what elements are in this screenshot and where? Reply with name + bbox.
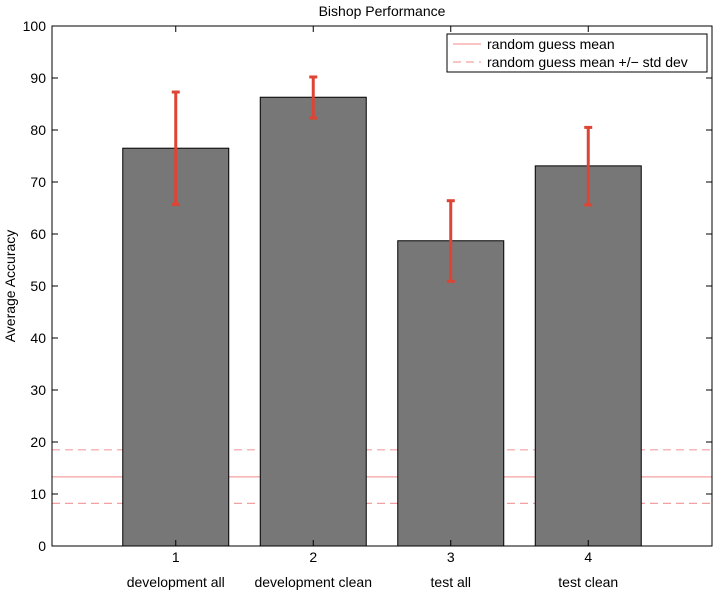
y-axis-label: Average Accuracy <box>2 230 18 343</box>
y-tick-label: 50 <box>30 278 46 294</box>
legend: random guess mean random guess mean +/− … <box>446 33 708 73</box>
y-tick-label: 10 <box>30 486 46 502</box>
y-tick-label: 20 <box>30 434 46 450</box>
legend-box <box>446 33 708 73</box>
x-tick-label: 1 <box>172 549 180 565</box>
bar <box>259 96 367 547</box>
y-tick-label: 60 <box>30 226 46 242</box>
bar <box>534 165 642 547</box>
bar <box>397 240 505 547</box>
x-tick-label: 4 <box>584 549 592 565</box>
bar <box>122 147 230 547</box>
x-tick-label: 3 <box>447 549 455 565</box>
y-tick-label: 70 <box>30 174 46 190</box>
y-axis: 0 10 20 30 40 50 60 70 80 90 100 <box>23 18 712 554</box>
x-tick-label: 2 <box>309 549 317 565</box>
y-tick-label: 0 <box>38 538 46 554</box>
y-tick-label: 90 <box>30 70 46 86</box>
category-label: test clean <box>558 574 618 590</box>
category-label: development all <box>127 574 225 590</box>
y-tick-label: 100 <box>23 18 47 34</box>
x-axis: 1 development all 2 development clean 3 test … <box>127 26 618 590</box>
legend-entry-std: random guess mean +/− std dev <box>487 54 688 70</box>
y-tick-label: 40 <box>30 330 46 346</box>
category-label: development clean <box>254 574 372 590</box>
chart-title: Bishop Performance <box>319 3 446 19</box>
bars <box>122 96 642 547</box>
y-tick-label: 30 <box>30 382 46 398</box>
legend-entry-mean: random guess mean <box>487 36 615 52</box>
y-tick-label: 80 <box>30 122 46 138</box>
error-bars <box>171 75 593 283</box>
category-label: test all <box>431 574 471 590</box>
